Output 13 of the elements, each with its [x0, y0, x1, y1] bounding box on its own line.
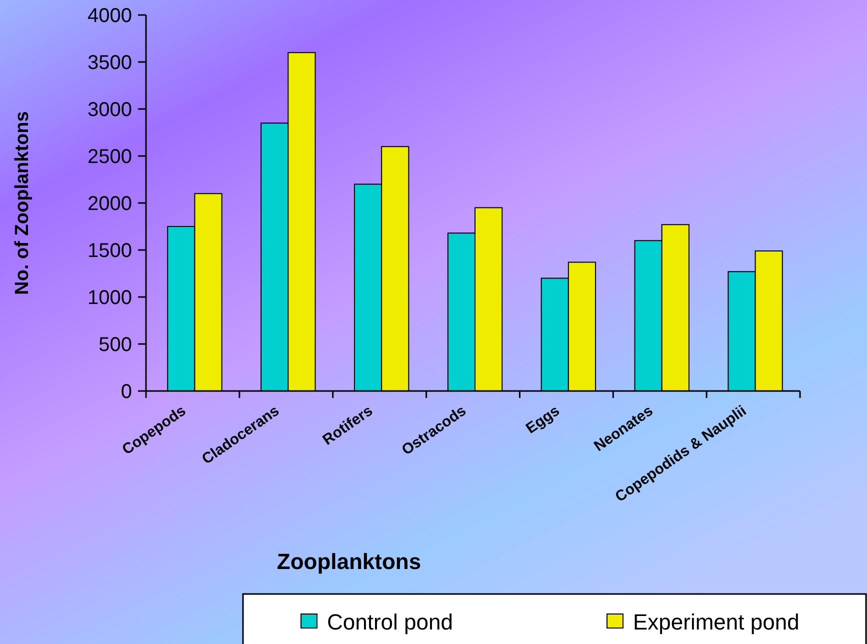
legend-label: Experiment pond [633, 610, 800, 635]
y-tick-label: 0 [120, 381, 132, 403]
y-tick-label: 3000 [88, 99, 132, 121]
y-tick-label: 1000 [88, 287, 132, 309]
y-tick-label: 4000 [88, 5, 132, 27]
legend-label: Control pond [327, 610, 453, 635]
y-tick-label: 500 [98, 334, 132, 356]
y-tick-label: 2000 [88, 193, 132, 215]
y-tick-label: 3500 [88, 52, 132, 74]
y-axis-title: No. of Zooplanktons [12, 111, 33, 295]
y-tick-label: 2500 [88, 146, 132, 168]
y-tick-label: 1500 [88, 240, 132, 262]
x-axis-title: Zooplanktons [276, 549, 422, 574]
